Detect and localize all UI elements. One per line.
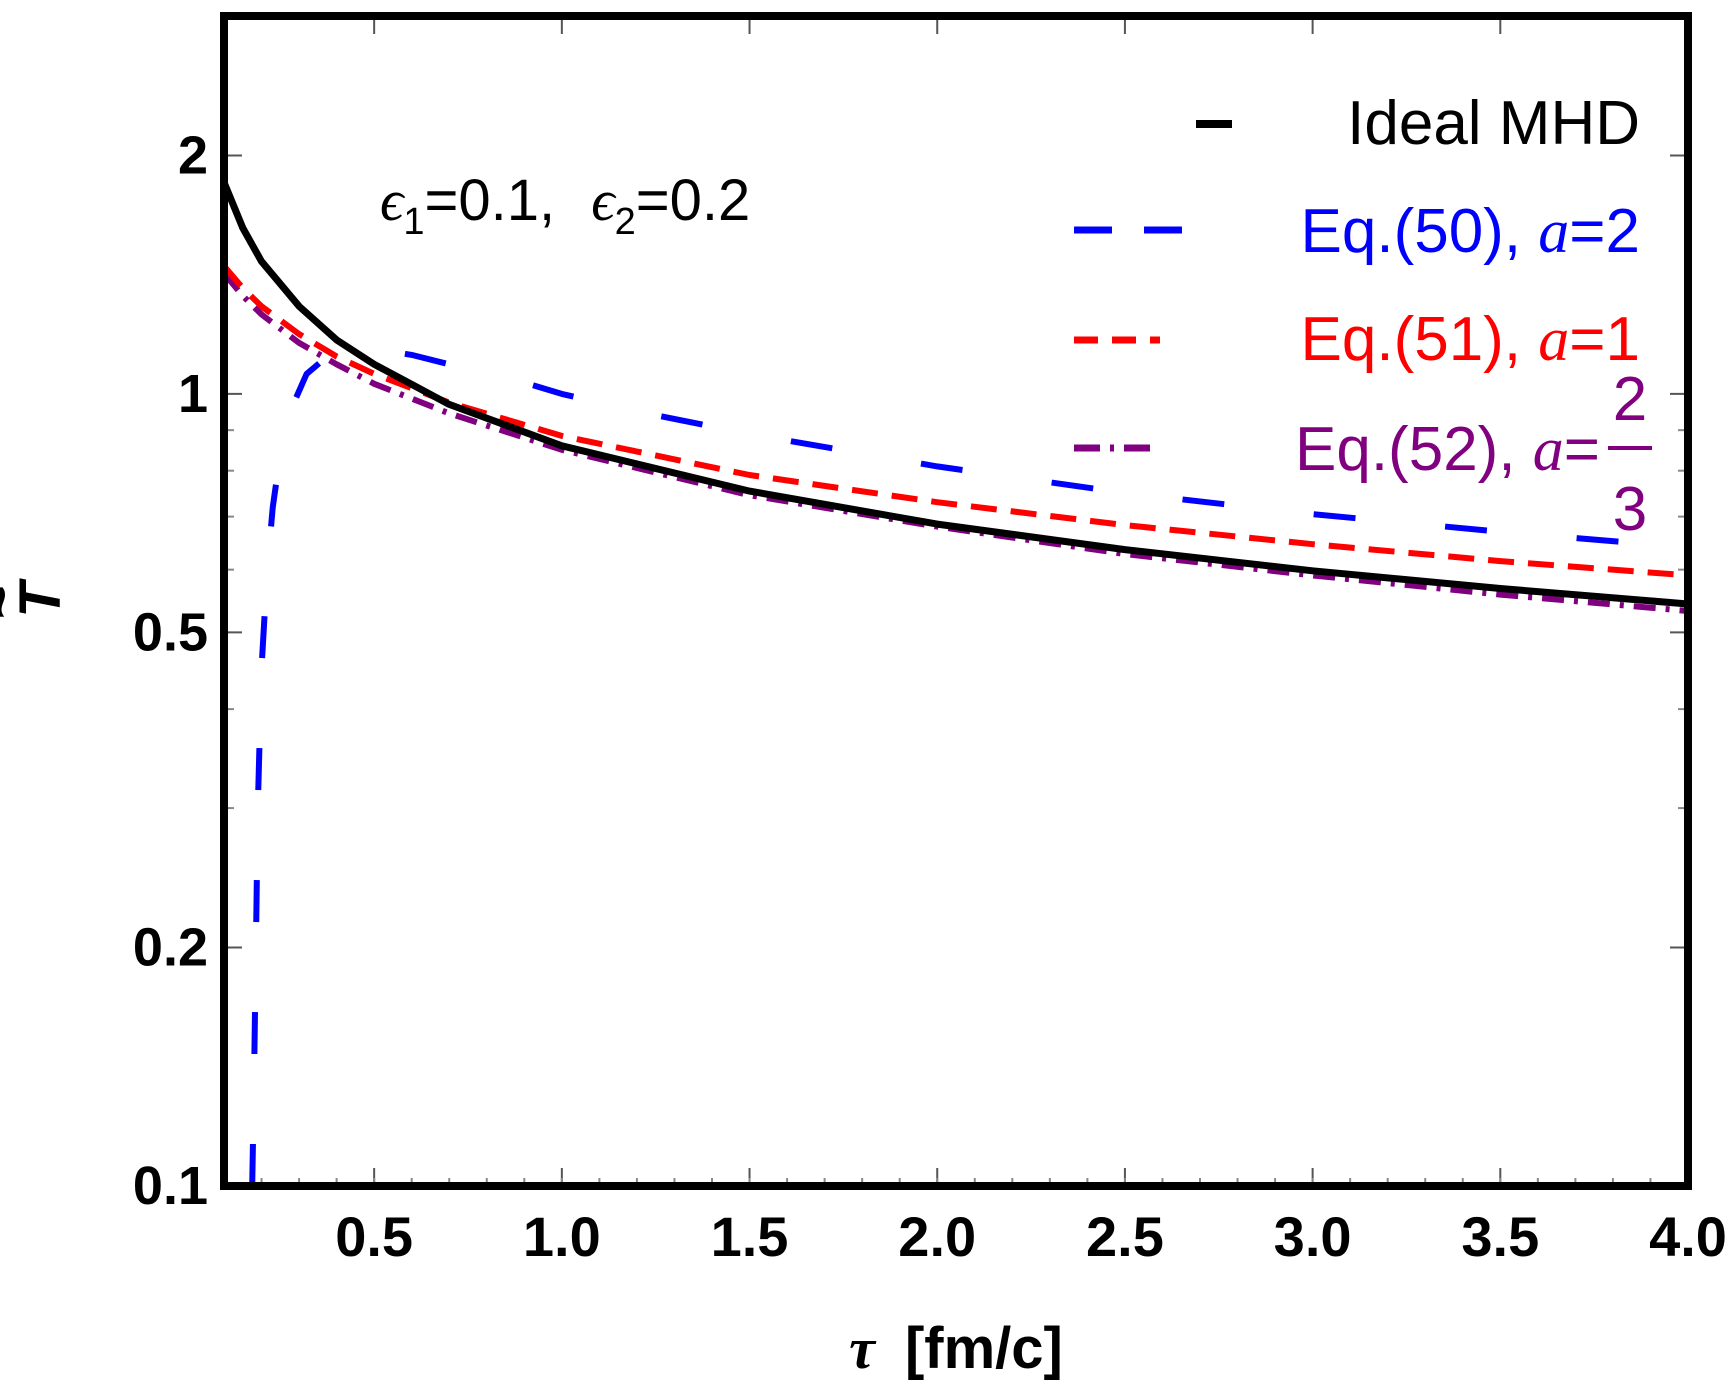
legend-eq52-param: a — [1533, 416, 1564, 484]
legend-eq52-frac-num: 2 — [1613, 365, 1647, 434]
x-tick-label-4.0: 4.0 — [1649, 1205, 1727, 1268]
legend-label-eq52: Eq.(52), a= — [1295, 415, 1600, 484]
parameter-annotation: ϵ1=0.1, ϵ2=0.2 — [380, 168, 750, 243]
series-line-eq-52-a-2-3 — [221, 271, 1689, 614]
legend-eq50-main: Eq.(50), — [1301, 197, 1539, 266]
legend-label-eq51: Eq.(51), a=1 — [1301, 305, 1640, 374]
epsilon-sub-1: 1 — [403, 201, 424, 243]
y-axis-accent: ~ — [0, 585, 33, 619]
y-tick-label-1: 1 — [178, 364, 208, 424]
x-tick-label-1.5: 1.5 — [711, 1205, 789, 1268]
legend-label-ideal-mhd: Ideal MHD — [1347, 89, 1640, 158]
epsilon-sub-2: 2 — [615, 201, 636, 243]
y-tick-label-0.1: 0.1 — [133, 1156, 208, 1216]
legend-eq50-param: a — [1538, 198, 1569, 266]
x-axis-units: [fm/c] — [905, 1316, 1063, 1381]
legend-eq50-value: =2 — [1569, 197, 1640, 266]
series-line-ideal-mhd — [220, 180, 1689, 608]
legend: Ideal MHD Eq.(50), a=2 Eq.(51), a=1 Eq.(… — [1074, 89, 1652, 544]
plot-frame — [220, 12, 1692, 1190]
x-axis-title: τ [fm/c] — [849, 1316, 1063, 1381]
x-tick-label-1.0: 1.0 — [523, 1205, 601, 1268]
series-layer — [220, 180, 1689, 1187]
x-tick-label-3.5: 3.5 — [1461, 1205, 1539, 1268]
y-tick-label-0.5: 0.5 — [133, 602, 208, 662]
epsilon-value-1: =0.1, — [425, 168, 556, 233]
x-axis-symbol: τ — [849, 1316, 877, 1381]
epsilon-value-2: =0.2 — [636, 168, 751, 233]
legend-eq52-frac-den: 3 — [1613, 475, 1647, 544]
x-tick-label-3.0: 3.0 — [1274, 1205, 1352, 1268]
y-tick-label-2: 2 — [178, 125, 208, 185]
y-axis-label: T — [8, 578, 73, 618]
legend-eq52-value: = — [1564, 415, 1600, 484]
x-tick-label-2.5: 2.5 — [1086, 1205, 1164, 1268]
x-tick-label-0.5: 0.5 — [335, 1205, 413, 1268]
x-tick-label-2.0: 2.0 — [898, 1205, 976, 1268]
epsilon-symbol-1: ϵ — [380, 168, 406, 233]
legend-label-eq50: Eq.(50), a=2 — [1301, 197, 1640, 266]
legend-eq52-main: Eq.(52), — [1295, 415, 1533, 484]
series-line-eq-51-a-1 — [221, 264, 1689, 579]
legend-eq51-param: a — [1538, 306, 1569, 374]
y-axis-title: T ~ — [0, 578, 73, 619]
legend-eq51-main: Eq.(51), — [1301, 305, 1539, 374]
ticks-layer: 0.5 1.0 1.5 2.0 2.5 3.0 3.5 4.0 0.1 0.2 0.5 1 2 — [133, 15, 1727, 1268]
epsilon-symbol-2: ϵ — [591, 168, 617, 233]
legend-eq51-value: =1 — [1569, 305, 1640, 374]
y-tick-label-0.2: 0.2 — [133, 918, 208, 978]
